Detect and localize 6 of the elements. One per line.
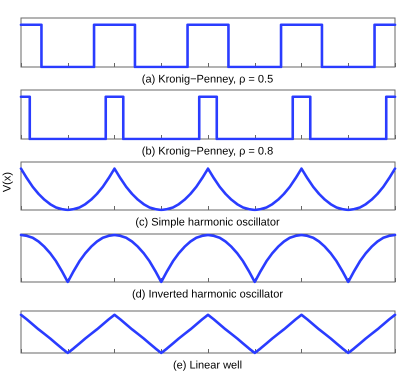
text: (d) Inverted harmonic oscillator (132, 288, 284, 300)
y-axis-title: V(x) (2, 172, 14, 192)
text: (a) Kronig−Penney, ρ = 0.5 (142, 74, 274, 86)
text: (b) Kronig−Penney, ρ = 0.8 (142, 146, 274, 158)
text: (c) Simple harmonic oscillator (135, 216, 280, 228)
text: (e) Linear well (172, 360, 242, 372)
